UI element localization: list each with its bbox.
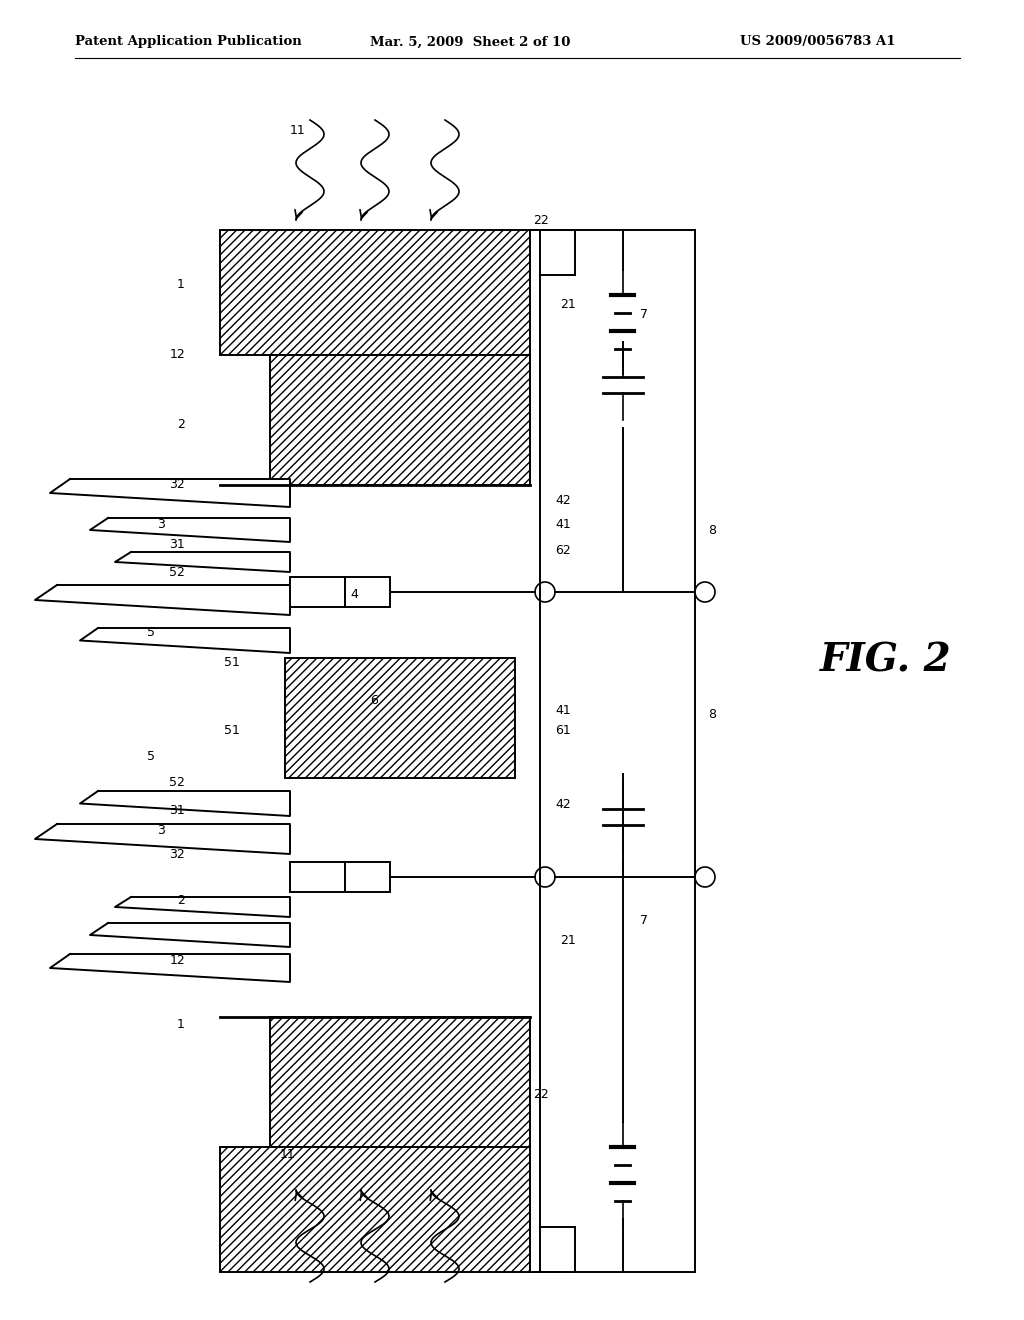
Text: 3: 3 [157,824,165,837]
Text: 11: 11 [290,124,306,136]
Polygon shape [115,552,290,572]
Text: 52: 52 [169,565,185,578]
Text: 31: 31 [169,804,185,817]
Text: Mar. 5, 2009  Sheet 2 of 10: Mar. 5, 2009 Sheet 2 of 10 [370,36,570,49]
Text: 2: 2 [177,894,185,907]
Polygon shape [35,824,290,854]
Text: 62: 62 [555,544,570,557]
Polygon shape [115,898,290,917]
Text: 7: 7 [640,913,648,927]
Text: 7: 7 [640,309,648,322]
Text: FIG. 2: FIG. 2 [820,642,951,678]
Bar [220,1147,530,1272]
Text: 21: 21 [560,298,575,312]
Text: 12: 12 [169,348,185,362]
Text: 32: 32 [169,479,185,491]
Text: 52: 52 [169,776,185,788]
Text: 1: 1 [177,279,185,292]
Text: 5: 5 [147,626,155,639]
Text: 2: 2 [177,418,185,432]
Text: 31: 31 [169,539,185,552]
Bar [285,657,515,777]
Text: 8: 8 [708,524,716,536]
Bar [270,1016,530,1147]
Text: 21: 21 [560,933,575,946]
Bar [290,577,390,607]
Text: 22: 22 [534,1089,549,1101]
Bar [220,230,530,355]
Text: 6: 6 [370,693,378,706]
Text: 51: 51 [224,723,240,737]
Polygon shape [80,628,290,653]
Text: 8: 8 [708,709,716,722]
Text: 5: 5 [147,751,155,763]
Polygon shape [35,585,290,615]
Text: 41: 41 [555,704,570,717]
Text: US 2009/0056783 A1: US 2009/0056783 A1 [740,36,896,49]
Text: 41: 41 [555,519,570,532]
Text: 4: 4 [350,589,357,602]
Text: 51: 51 [224,656,240,668]
Text: 12: 12 [169,953,185,966]
Text: 11: 11 [280,1148,296,1162]
Polygon shape [50,479,290,507]
Text: 61: 61 [555,723,570,737]
Text: 32: 32 [169,849,185,862]
Polygon shape [90,517,290,543]
Text: 3: 3 [157,519,165,532]
Text: 22: 22 [534,214,549,227]
Text: 42: 42 [555,799,570,812]
Text: 1: 1 [177,1019,185,1031]
Text: Patent Application Publication: Patent Application Publication [75,36,302,49]
Polygon shape [90,923,290,946]
Bar [270,355,530,484]
Polygon shape [80,791,290,816]
Bar [290,862,390,892]
Polygon shape [50,954,290,982]
Text: 42: 42 [555,494,570,507]
